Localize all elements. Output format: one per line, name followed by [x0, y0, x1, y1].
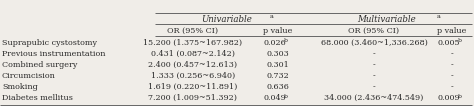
Text: Previous instrumentation: Previous instrumentation: [2, 50, 106, 58]
Text: b: b: [458, 38, 462, 43]
Text: Diabetes mellitus: Diabetes mellitus: [2, 94, 73, 102]
Text: p value: p value: [264, 27, 292, 35]
Text: 0.009: 0.009: [438, 94, 460, 102]
Text: 0.431 (0.087~2.142): 0.431 (0.087~2.142): [151, 50, 235, 58]
Text: -: -: [451, 72, 453, 80]
Text: a: a: [437, 13, 441, 19]
Text: OR (95% CI): OR (95% CI): [348, 27, 400, 35]
Text: 0.049: 0.049: [264, 94, 286, 102]
Text: 1.619 (0.220~11.891): 1.619 (0.220~11.891): [148, 83, 237, 91]
Text: -: -: [373, 72, 375, 80]
Text: 34.000 (2.436~474.549): 34.000 (2.436~474.549): [324, 94, 424, 102]
Text: Combined surgery: Combined surgery: [2, 61, 77, 69]
Text: -: -: [451, 61, 453, 69]
Text: b: b: [284, 38, 288, 43]
Text: b: b: [458, 93, 462, 98]
Text: 0.026: 0.026: [264, 39, 286, 47]
Text: Suprapubic cystostomy: Suprapubic cystostomy: [2, 39, 97, 47]
Text: -: -: [373, 61, 375, 69]
Text: 0.005: 0.005: [438, 39, 460, 47]
Text: -: -: [451, 50, 453, 58]
Text: 15.200 (1.375~167.982): 15.200 (1.375~167.982): [144, 39, 243, 47]
Text: OR (95% CI): OR (95% CI): [167, 27, 219, 35]
Text: -: -: [451, 83, 453, 91]
Text: 2.400 (0.457~12.613): 2.400 (0.457~12.613): [148, 61, 237, 69]
Text: -: -: [373, 83, 375, 91]
Text: Multivariable: Multivariable: [357, 15, 416, 24]
Text: 0.636: 0.636: [266, 83, 290, 91]
Text: b: b: [284, 93, 288, 98]
Text: -: -: [373, 50, 375, 58]
Text: p value: p value: [438, 27, 467, 35]
Text: Circumcision: Circumcision: [2, 72, 56, 80]
Text: 68.000 (3.460~1,336.268): 68.000 (3.460~1,336.268): [320, 39, 428, 47]
Text: 1.333 (0.256~6.940): 1.333 (0.256~6.940): [151, 72, 235, 80]
Text: a: a: [270, 13, 273, 19]
Text: 0.301: 0.301: [266, 61, 289, 69]
Text: 0.732: 0.732: [266, 72, 289, 80]
Text: 7.200 (1.009~51.392): 7.200 (1.009~51.392): [148, 94, 237, 102]
Text: 0.303: 0.303: [266, 50, 289, 58]
Text: Smoking: Smoking: [2, 83, 38, 91]
Text: Univariable: Univariable: [201, 15, 252, 24]
